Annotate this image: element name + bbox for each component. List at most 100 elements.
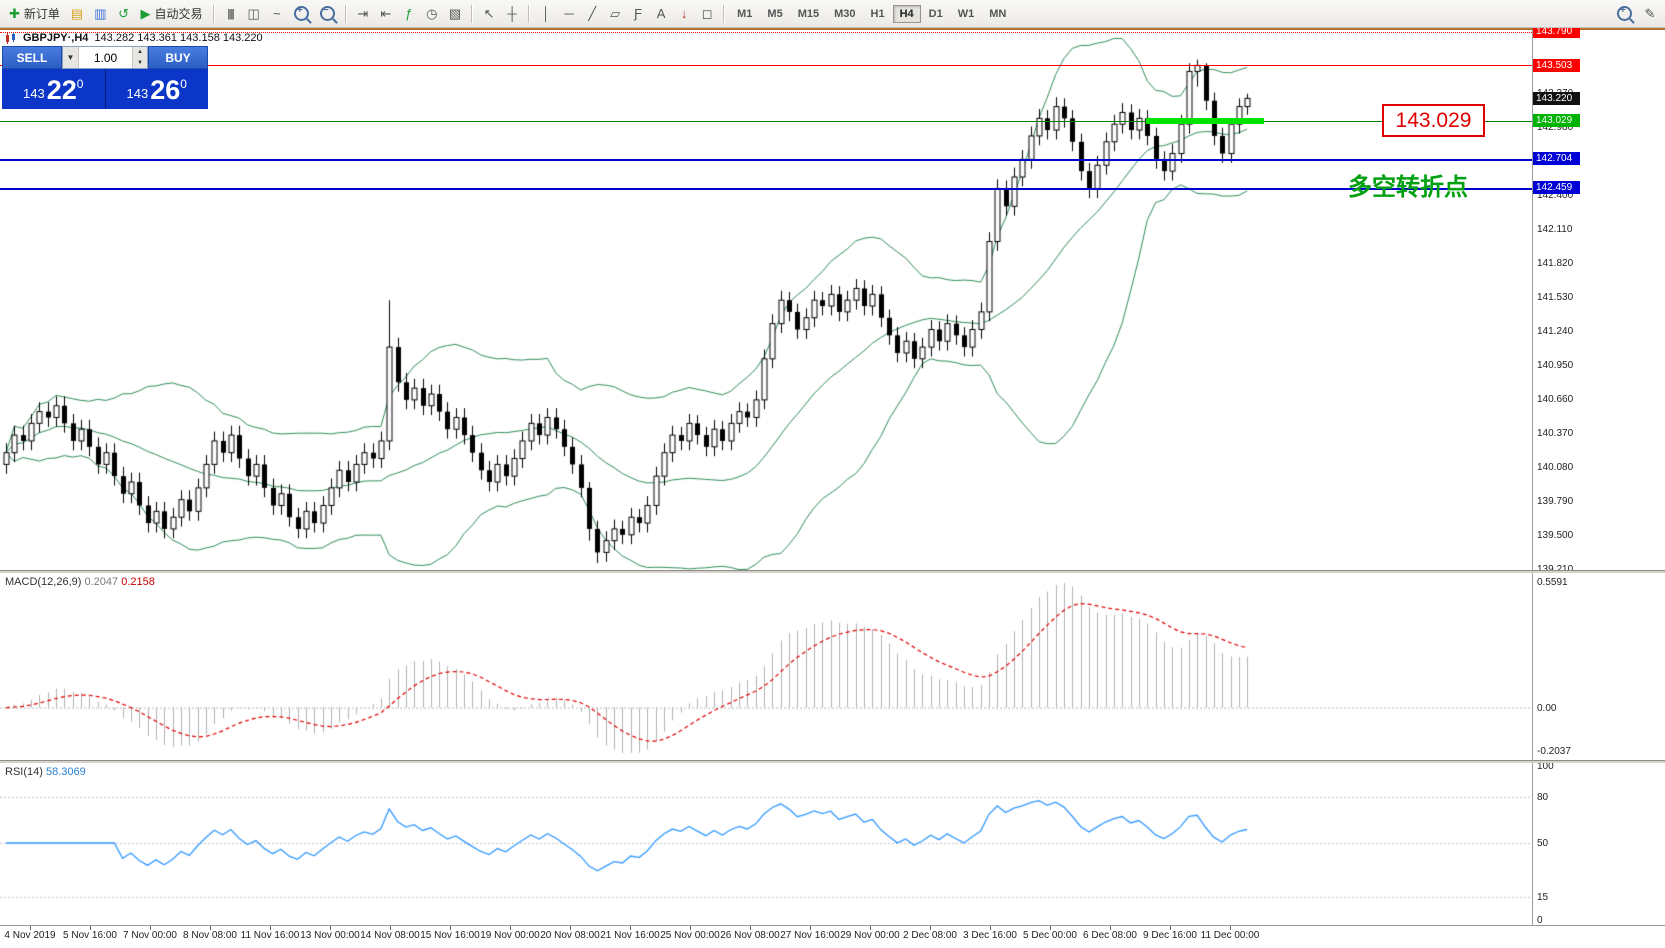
bar-chart-button[interactable]: |||	[220, 3, 242, 25]
price-line-label-142.704: 142.704	[1533, 152, 1580, 166]
one-click-prices: 143 22 0 143 26 0	[2, 69, 208, 109]
one-click-trading-panel: SELL ▼ 1.00 ▲ ▼ BUY 143 22 0 143 26 0	[2, 46, 208, 109]
cursor-button[interactable]: ↖	[478, 3, 500, 25]
green-highlight-segment[interactable]	[1146, 117, 1264, 124]
line-chart-button[interactable]: ~	[266, 3, 288, 25]
level-line-143.79[interactable]	[0, 31, 1532, 33]
time-label: 14 Nov 08:00	[360, 930, 420, 941]
time-axis[interactable]	[0, 925, 1665, 948]
rsi-pane-splitter[interactable]	[0, 760, 1665, 763]
edit-button[interactable]: ✎	[1639, 3, 1661, 25]
market-watch-button[interactable]: ▤	[66, 3, 88, 25]
new-order-label: 新订单	[23, 7, 60, 21]
autotrading-button[interactable]: ▶ 自动交易	[136, 3, 208, 25]
time-label: 29 Nov 00:00	[840, 930, 900, 941]
bar-chart-icon: |||	[227, 7, 234, 20]
timeframe-m1-button[interactable]: M1	[730, 5, 759, 23]
zoom-in-button[interactable]: +	[289, 3, 314, 25]
sell-price-sup: 0	[76, 77, 84, 91]
rsi-pane-canvas[interactable]	[0, 763, 1532, 925]
templates-button[interactable]: ▧	[444, 3, 466, 25]
fibonacci-button[interactable]: Ƒ	[627, 3, 649, 25]
buy-button[interactable]: BUY	[148, 46, 208, 69]
refresh-button[interactable]: ↺	[113, 3, 135, 25]
timeframe-m30-button[interactable]: M30	[827, 5, 862, 23]
trendline-button[interactable]: ╱	[581, 3, 603, 25]
vertical-line-button[interactable]: │	[535, 3, 557, 25]
toolbar-separator	[471, 4, 474, 23]
time-tick	[810, 926, 811, 930]
timeframe-m5-button[interactable]: M5	[760, 5, 789, 23]
zoom-in-icon: +	[293, 5, 309, 21]
zoom-out-icon: −	[319, 5, 335, 21]
price-line-label-143.220: 143.220	[1533, 91, 1580, 105]
sell-price-button[interactable]: 143 22 0	[2, 69, 105, 109]
level-line-142.459[interactable]	[0, 187, 1532, 190]
price-tick-141.240: 141.240	[1537, 325, 1574, 337]
arrows-button[interactable]: ↓	[673, 3, 695, 25]
timeframe-mn-button[interactable]: MN	[982, 5, 1013, 23]
timeframe-w1-button[interactable]: W1	[951, 5, 982, 23]
auto-scroll-button[interactable]: ⇥	[352, 3, 374, 25]
periods-button[interactable]: ◷	[421, 3, 443, 25]
macd-pane-splitter[interactable]	[0, 570, 1665, 573]
time-label: 11 Dec 00:00	[1200, 930, 1260, 941]
main-chart-canvas[interactable]	[0, 28, 1532, 570]
crosshair-button[interactable]: ┼	[501, 3, 523, 25]
time-label: 21 Nov 16:00	[600, 930, 660, 941]
search-button[interactable]: +	[1612, 3, 1637, 25]
refresh-icon: ↺	[118, 6, 129, 21]
chart-window-button[interactable]: ▥	[89, 3, 111, 25]
time-label: 11 Nov 16:00	[240, 930, 300, 941]
sell-button[interactable]: SELL	[2, 46, 62, 69]
rsi-axis-100: 100	[1537, 761, 1554, 772]
time-tick	[1050, 926, 1051, 930]
volume-down-icon[interactable]: ▼	[137, 59, 143, 66]
price-tick-139.790: 139.790	[1537, 495, 1574, 507]
buy-price-button[interactable]: 143 26 0	[104, 69, 209, 109]
time-tick	[630, 926, 631, 930]
zoom-out-button[interactable]: −	[315, 3, 340, 25]
channel-button[interactable]: ▱	[604, 3, 626, 25]
time-tick	[570, 926, 571, 930]
trendline-icon: ╱	[588, 6, 597, 21]
timeframe-d1-button[interactable]: D1	[922, 5, 950, 23]
indicators-button[interactable]: ƒ	[398, 3, 420, 25]
volume-value[interactable]: 1.00	[93, 50, 118, 65]
candlestick-chart-button[interactable]: ◫	[243, 3, 265, 25]
chart-legend-icon	[6, 33, 15, 44]
volume-dropdown-icon[interactable]: ▼	[63, 47, 79, 68]
price-axis[interactable]	[1532, 28, 1665, 948]
new-order-button[interactable]: ✚ 新订单	[4, 3, 65, 25]
price-callout[interactable]: 143.029	[1382, 104, 1485, 137]
timeframe-m15-button[interactable]: M15	[791, 5, 826, 23]
time-tick	[30, 926, 31, 930]
timeframe-h4-button[interactable]: H4	[892, 4, 921, 23]
time-tick	[930, 926, 931, 930]
macd-value1: 0.2047	[84, 576, 119, 588]
symbol-ohlc: 143.282 143.361 143.158 143.220	[94, 32, 263, 44]
rsi-axis-15: 15	[1537, 891, 1549, 903]
time-tick	[1230, 926, 1231, 930]
level-line-143.029[interactable]	[0, 120, 1532, 122]
shapes-button[interactable]: ◻	[696, 3, 718, 25]
turning-point-note[interactable]: 多空转折点	[1348, 174, 1468, 201]
pencil-icon: ✎	[1644, 6, 1656, 21]
autotrading-label: 自动交易	[154, 7, 203, 21]
time-label: 20 Nov 08:00	[540, 930, 600, 941]
chart-shift-button[interactable]: ⇤	[375, 3, 397, 25]
level-line-142.704[interactable]	[0, 158, 1532, 161]
horizontal-line-button[interactable]: ─	[558, 3, 580, 25]
chart-legend: GBPJPY·,H4 143.282 143.361 143.158 143.2…	[5, 32, 263, 44]
vertical-line-icon: │	[542, 6, 551, 21]
time-label: 5 Nov 16:00	[63, 930, 117, 941]
timeframe-h1-button[interactable]: H1	[864, 5, 892, 23]
volume-up-icon[interactable]: ▲	[137, 49, 143, 56]
text-button[interactable]: A	[650, 3, 672, 25]
volume-spinner[interactable]: ▲ ▼	[132, 47, 147, 68]
level-line-143.503[interactable]	[0, 65, 1532, 67]
macd-pane-canvas[interactable]	[0, 573, 1532, 760]
time-label: 3 Dec 16:00	[963, 930, 1017, 941]
chart-window-icon: ▥	[94, 6, 107, 21]
time-tick	[690, 926, 691, 930]
